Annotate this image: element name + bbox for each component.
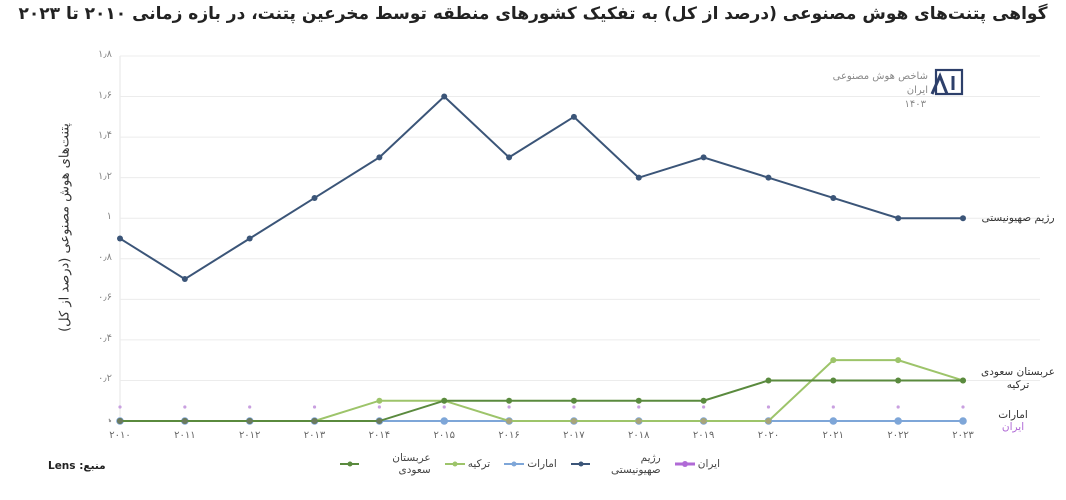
y-tick-label: ۱٫۴ bbox=[98, 130, 112, 142]
y-tick-label: ۰٫۲ bbox=[98, 373, 112, 385]
y-tick-label: ۱٫۲ bbox=[98, 170, 112, 182]
logo-line1: شاخص هوش مصنوعی ایران bbox=[832, 71, 928, 96]
logo-line2: ۱۴۰۳ bbox=[904, 99, 926, 110]
x-tick-label: ۲۰۱۹ bbox=[692, 430, 715, 441]
x-tick-label: ۲۰۱۴ bbox=[368, 430, 391, 441]
legend-item-iran[interactable]: ایران bbox=[674, 452, 720, 476]
x-tick-label: ۲۰۱۰ bbox=[109, 430, 131, 441]
x-tick-label: ۲۰۲۲ bbox=[887, 430, 909, 441]
series-lines bbox=[108, 93, 967, 425]
legend-swatch-iran bbox=[674, 461, 695, 467]
y-tick-label: ۱ bbox=[106, 211, 112, 223]
x-tick-label: ۲۰۲۰ bbox=[757, 430, 780, 441]
end-label-turkey: ترکیه bbox=[1006, 379, 1030, 391]
legend-label: ایران bbox=[697, 458, 720, 470]
legend-item-israel[interactable]: رژیم صهیونیستی bbox=[570, 452, 661, 476]
x-tick-label: ۲۰۱۵ bbox=[433, 430, 455, 441]
legend-swatch-turkey bbox=[444, 461, 465, 467]
end-label-uae: امارات bbox=[998, 409, 1028, 421]
end-label-iran: ایران bbox=[1001, 421, 1025, 433]
legend-item-turkey[interactable]: ترکیه bbox=[444, 452, 491, 476]
x-tick-label: ۲۰۱۷ bbox=[563, 430, 585, 441]
logo-caption: شاخص هوش مصنوعی ایران ۱۴۰۳ bbox=[818, 70, 928, 112]
legend-label: امارات bbox=[527, 458, 557, 470]
legend-label: رژیم صهیونیستی bbox=[611, 452, 661, 476]
chart-title: گواهی پتنت‌های هوش مصنوعی (درصد از کل) ب… bbox=[18, 4, 1048, 24]
x-tick-label: ۲۰۱۶ bbox=[498, 430, 520, 441]
end-label-saudi: عربستان سعودی bbox=[981, 366, 1055, 378]
chart-legend: عربستان سعودی ترکیه امارات رژیم صهیونیست… bbox=[340, 452, 720, 476]
x-tick-label: ۲۰۲۳ bbox=[952, 430, 974, 441]
y-tick-label: ۰٫۶ bbox=[98, 292, 112, 304]
x-tick-label: ۲۰۲۱ bbox=[822, 430, 845, 441]
y-tick-label: ۰٫۴ bbox=[98, 332, 112, 344]
legend-item-saudi[interactable]: عربستان سعودی bbox=[340, 452, 431, 476]
source-note: منبع: Lens bbox=[48, 460, 106, 472]
x-tick-label: ۲۰۱۱ bbox=[174, 430, 196, 441]
y-tick-label: ۱٫۶ bbox=[98, 89, 112, 101]
ai-logo-icon bbox=[930, 68, 964, 96]
end-label-israel: رژیم صهیونیستی bbox=[981, 212, 1055, 224]
legend-swatch-saudi bbox=[340, 461, 359, 467]
y-tick-label: ۰٫۸ bbox=[98, 251, 112, 263]
legend-item-uae[interactable]: امارات bbox=[504, 452, 557, 476]
legend-swatch-uae bbox=[504, 461, 525, 467]
y-tick-label: ۱٫۸ bbox=[98, 49, 112, 60]
legend-label: عربستان سعودی bbox=[392, 452, 431, 476]
series-saudi bbox=[117, 377, 966, 424]
series-israel bbox=[117, 93, 966, 283]
x-tick-label: ۲۰۱۸ bbox=[628, 430, 650, 441]
x-tick-label: ۲۰۱۲ bbox=[238, 430, 261, 441]
series-turkey bbox=[117, 357, 966, 424]
x-tick-label: ۲۰۱۳ bbox=[303, 430, 326, 441]
legend-label: ترکیه bbox=[467, 458, 491, 470]
y-tick-label: ۰ bbox=[106, 414, 112, 425]
legend-swatch-israel bbox=[570, 461, 590, 467]
